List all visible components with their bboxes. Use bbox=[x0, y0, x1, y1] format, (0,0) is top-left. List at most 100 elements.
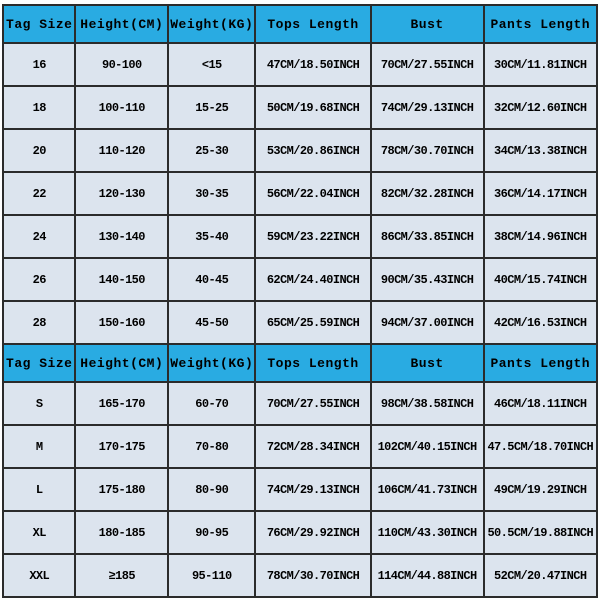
cell-bust: 90CM/35.43INCH bbox=[369, 257, 485, 302]
cell-tops-length: 76CM/29.92INCH bbox=[254, 510, 372, 555]
cell-pants-length: 46CM/18.11INCH bbox=[482, 381, 599, 426]
table-row-size-24: 24 130-140 35-40 59CM/23.22INCH 86CM/33.… bbox=[1, 214, 599, 259]
cell-height: ≥185 bbox=[74, 553, 170, 598]
column-header-pants-length: Pants Length bbox=[482, 4, 599, 44]
cell-tag-size: 16 bbox=[1, 42, 77, 87]
cell-weight: 80-90 bbox=[167, 467, 257, 512]
cell-tops-length: 70CM/27.55INCH bbox=[254, 381, 372, 426]
table-header-row-kids: Tag Size Height(CM) Weight(KG) Tops Leng… bbox=[1, 4, 599, 44]
table-row-size-xxl: XXL ≥185 95-110 78CM/30.70INCH 114CM/44.… bbox=[1, 553, 599, 598]
cell-weight: 70-80 bbox=[167, 424, 257, 469]
cell-bust: 78CM/30.70INCH bbox=[369, 128, 485, 173]
cell-height: 180-185 bbox=[74, 510, 170, 555]
cell-pants-length: 34CM/13.38INCH bbox=[482, 128, 599, 173]
table-row-size-20: 20 110-120 25-30 53CM/20.86INCH 78CM/30.… bbox=[1, 128, 599, 173]
table-header-row-adult: Tag Size Height(CM) Weight(KG) Tops Leng… bbox=[1, 343, 599, 383]
cell-weight: 45-50 bbox=[167, 300, 257, 345]
column-header-tag-size: Tag Size bbox=[1, 4, 77, 44]
cell-bust: 94CM/37.00INCH bbox=[369, 300, 485, 345]
cell-tops-length: 53CM/20.86INCH bbox=[254, 128, 372, 173]
cell-height: 140-150 bbox=[74, 257, 170, 302]
size-chart-table: Tag Size Height(CM) Weight(KG) Tops Leng… bbox=[1, 4, 599, 598]
cell-pants-length: 30CM/11.81INCH bbox=[482, 42, 599, 87]
cell-height: 165-170 bbox=[74, 381, 170, 426]
cell-tag-size: XL bbox=[1, 510, 77, 555]
cell-tag-size: 22 bbox=[1, 171, 77, 216]
cell-tag-size: 28 bbox=[1, 300, 77, 345]
cell-pants-length: 47.5CM/18.70INCH bbox=[482, 424, 599, 469]
cell-height: 120-130 bbox=[74, 171, 170, 216]
cell-bust: 98CM/38.58INCH bbox=[369, 381, 485, 426]
cell-weight: 25-30 bbox=[167, 128, 257, 173]
cell-height: 150-160 bbox=[74, 300, 170, 345]
cell-pants-length: 49CM/19.29INCH bbox=[482, 467, 599, 512]
cell-weight: 15-25 bbox=[167, 85, 257, 130]
cell-weight: 95-110 bbox=[167, 553, 257, 598]
cell-weight: <15 bbox=[167, 42, 257, 87]
column-header-bust: Bust bbox=[369, 4, 485, 44]
cell-pants-length: 52CM/20.47INCH bbox=[482, 553, 599, 598]
column-header-height: Height(CM) bbox=[74, 343, 170, 383]
table-row-size-xl: XL 180-185 90-95 76CM/29.92INCH 110CM/43… bbox=[1, 510, 599, 555]
cell-pants-length: 36CM/14.17INCH bbox=[482, 171, 599, 216]
column-header-tops-length: Tops Length bbox=[254, 343, 372, 383]
cell-pants-length: 40CM/15.74INCH bbox=[482, 257, 599, 302]
table-row-size-s: S 165-170 60-70 70CM/27.55INCH 98CM/38.5… bbox=[1, 381, 599, 426]
cell-bust: 70CM/27.55INCH bbox=[369, 42, 485, 87]
cell-pants-length: 38CM/14.96INCH bbox=[482, 214, 599, 259]
cell-bust: 106CM/41.73INCH bbox=[369, 467, 485, 512]
cell-weight: 90-95 bbox=[167, 510, 257, 555]
column-header-pants-length: Pants Length bbox=[482, 343, 599, 383]
cell-weight: 40-45 bbox=[167, 257, 257, 302]
cell-weight: 30-35 bbox=[167, 171, 257, 216]
cell-tops-length: 47CM/18.50INCH bbox=[254, 42, 372, 87]
cell-height: 90-100 bbox=[74, 42, 170, 87]
cell-height: 110-120 bbox=[74, 128, 170, 173]
cell-bust: 74CM/29.13INCH bbox=[369, 85, 485, 130]
cell-tops-length: 78CM/30.70INCH bbox=[254, 553, 372, 598]
column-header-weight: Weight(KG) bbox=[167, 4, 257, 44]
cell-tag-size: 24 bbox=[1, 214, 77, 259]
cell-bust: 102CM/40.15INCH bbox=[369, 424, 485, 469]
table-row-size-16: 16 90-100 <15 47CM/18.50INCH 70CM/27.55I… bbox=[1, 42, 599, 87]
cell-pants-length: 32CM/12.60INCH bbox=[482, 85, 599, 130]
cell-height: 130-140 bbox=[74, 214, 170, 259]
column-header-height: Height(CM) bbox=[74, 4, 170, 44]
table-row-size-m: M 170-175 70-80 72CM/28.34INCH 102CM/40.… bbox=[1, 424, 599, 469]
cell-tops-length: 72CM/28.34INCH bbox=[254, 424, 372, 469]
table-row-size-l: L 175-180 80-90 74CM/29.13INCH 106CM/41.… bbox=[1, 467, 599, 512]
cell-tag-size: XXL bbox=[1, 553, 77, 598]
cell-tops-length: 50CM/19.68INCH bbox=[254, 85, 372, 130]
cell-tops-length: 74CM/29.13INCH bbox=[254, 467, 372, 512]
cell-weight: 60-70 bbox=[167, 381, 257, 426]
column-header-tops-length: Tops Length bbox=[254, 4, 372, 44]
column-header-bust: Bust bbox=[369, 343, 485, 383]
cell-pants-length: 50.5CM/19.88INCH bbox=[482, 510, 599, 555]
table-row-size-18: 18 100-110 15-25 50CM/19.68INCH 74CM/29.… bbox=[1, 85, 599, 130]
cell-bust: 82CM/32.28INCH bbox=[369, 171, 485, 216]
cell-tops-length: 59CM/23.22INCH bbox=[254, 214, 372, 259]
cell-tag-size: 26 bbox=[1, 257, 77, 302]
column-header-weight: Weight(KG) bbox=[167, 343, 257, 383]
cell-bust: 86CM/33.85INCH bbox=[369, 214, 485, 259]
cell-pants-length: 42CM/16.53INCH bbox=[482, 300, 599, 345]
cell-tag-size: S bbox=[1, 381, 77, 426]
column-header-tag-size: Tag Size bbox=[1, 343, 77, 383]
cell-tag-size: M bbox=[1, 424, 77, 469]
cell-height: 100-110 bbox=[74, 85, 170, 130]
cell-weight: 35-40 bbox=[167, 214, 257, 259]
cell-bust: 114CM/44.88INCH bbox=[369, 553, 485, 598]
cell-height: 170-175 bbox=[74, 424, 170, 469]
cell-tops-length: 65CM/25.59INCH bbox=[254, 300, 372, 345]
cell-tops-length: 62CM/24.40INCH bbox=[254, 257, 372, 302]
table-row-size-28: 28 150-160 45-50 65CM/25.59INCH 94CM/37.… bbox=[1, 300, 599, 345]
cell-tops-length: 56CM/22.04INCH bbox=[254, 171, 372, 216]
cell-bust: 110CM/43.30INCH bbox=[369, 510, 485, 555]
cell-height: 175-180 bbox=[74, 467, 170, 512]
cell-tag-size: 18 bbox=[1, 85, 77, 130]
cell-tag-size: L bbox=[1, 467, 77, 512]
table-row-size-26: 26 140-150 40-45 62CM/24.40INCH 90CM/35.… bbox=[1, 257, 599, 302]
table-row-size-22: 22 120-130 30-35 56CM/22.04INCH 82CM/32.… bbox=[1, 171, 599, 216]
cell-tag-size: 20 bbox=[1, 128, 77, 173]
